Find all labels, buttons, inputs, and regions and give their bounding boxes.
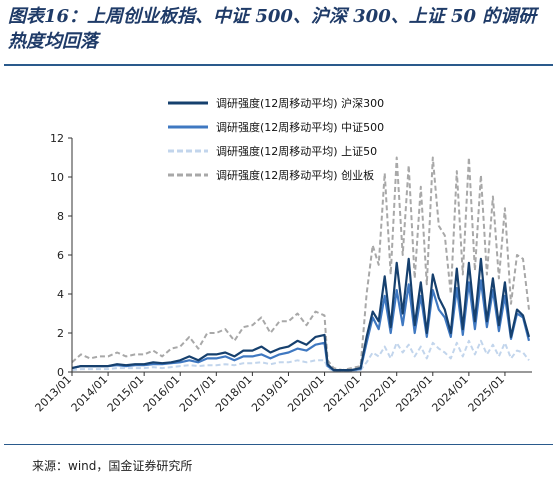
x-tick-label: 2024/01 xyxy=(429,373,471,415)
x-tick-label: 2015/01 xyxy=(105,373,147,415)
x-tick-label: 2019/01 xyxy=(249,373,291,415)
y-tick-label: 6 xyxy=(57,249,64,262)
y-tick-label: 12 xyxy=(50,132,64,145)
series-line-1 xyxy=(71,279,531,372)
x-tick-label: 2016/01 xyxy=(141,373,183,415)
y-tick-label: 10 xyxy=(50,171,64,184)
line-chart: 0246810122013/012014/012015/012016/01201… xyxy=(33,96,532,415)
legend-label-2: 调研强度(12周移动平均) 上证50 xyxy=(216,144,377,158)
series-line-0 xyxy=(71,257,531,372)
x-tick-label: 2022/01 xyxy=(357,373,399,415)
x-tick-label: 2013/01 xyxy=(33,373,75,415)
x-tick-label: 2017/01 xyxy=(177,373,219,415)
chart-title: 图表16：上周创业板指、中证 500、沪深 300、上证 50 的调研热度均回落 xyxy=(8,6,537,52)
x-tick-label: 2020/01 xyxy=(285,373,327,415)
y-tick-label: 8 xyxy=(57,210,64,223)
x-tick-label: 2021/01 xyxy=(321,373,363,415)
y-tick-label: 4 xyxy=(57,288,64,301)
plot-area xyxy=(71,156,531,372)
legend-label-0: 调研强度(12周移动平均) 沪深300 xyxy=(216,96,384,110)
series-line-2 xyxy=(71,339,530,372)
top-divider xyxy=(4,64,553,66)
legend-label-3: 调研强度(12周移动平均) 创业板 xyxy=(216,168,374,182)
x-tick-label: 2025/01 xyxy=(466,373,508,415)
bottom-divider xyxy=(4,444,553,445)
source-note: 来源：wind，国金证券研究所 xyxy=(32,459,193,473)
legend-label-1: 调研强度(12周移动平均) 中证500 xyxy=(216,120,384,134)
y-tick-label: 2 xyxy=(57,327,64,340)
series-line-3 xyxy=(71,156,530,372)
x-tick-label: 2014/01 xyxy=(69,373,111,415)
y-tick-label: 0 xyxy=(57,366,64,379)
x-tick-label: 2023/01 xyxy=(393,373,435,415)
legend: 调研强度(12周移动平均) 沪深300 调研强度(12周移动平均) 中证500 调研… xyxy=(168,96,384,182)
x-tick-label: 2018/01 xyxy=(213,373,255,415)
